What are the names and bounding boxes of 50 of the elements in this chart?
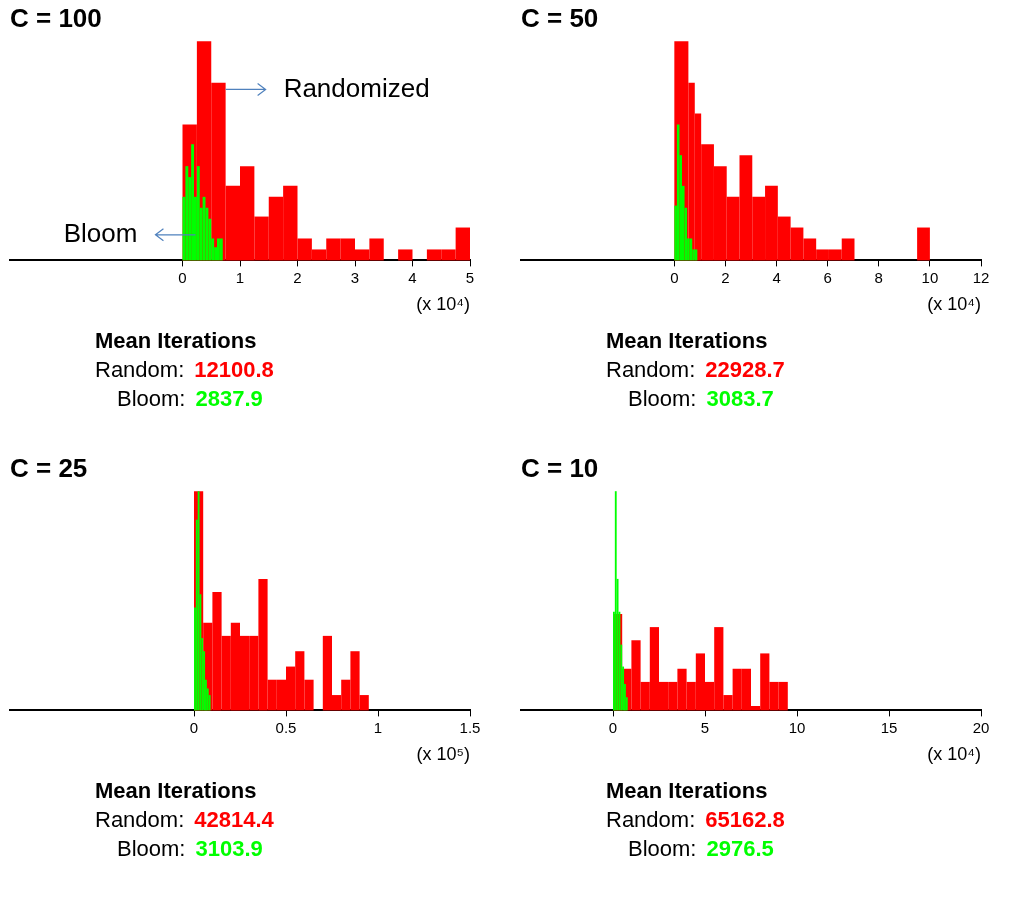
x-tick-label: 12	[972, 268, 990, 286]
x-tick-label: 8	[874, 268, 883, 286]
x-tick-label: 5	[700, 718, 710, 736]
x-tick-label: 20	[972, 718, 990, 736]
text: Bloom: 3103.9	[117, 836, 263, 861]
text: Random: 12100.8	[95, 357, 274, 382]
text: Bloom: 2976.5	[628, 836, 774, 861]
text: Random: 65162.8	[606, 807, 785, 832]
x-tick-label: 10	[788, 718, 806, 736]
x-tick-label: 1	[373, 718, 383, 736]
bar	[191, 144, 194, 261]
x-tick-label: 10	[921, 268, 939, 286]
text: Mean Iterations	[606, 327, 769, 355]
x-tick-label: 0.5	[275, 718, 297, 736]
annotation: Randomized	[283, 72, 430, 103]
bar	[196, 166, 200, 261]
x-tick-label: 0	[178, 268, 187, 286]
x-tick-label: 6	[823, 268, 832, 286]
chart-title: C = 50	[521, 2, 599, 33]
x-tick-label: 0	[670, 268, 679, 286]
x-tick-label: 1	[235, 268, 245, 286]
text: Mean Iterations	[95, 777, 258, 805]
x-tick-label: 5	[465, 268, 475, 286]
x-tick-label: 0	[189, 718, 199, 736]
chart-title: C = 100	[10, 2, 102, 33]
x-tick-label: 0	[608, 718, 618, 736]
annotation: Bloom	[63, 218, 138, 249]
text: Bloom: 2837.9	[117, 386, 263, 411]
text: Random: 22928.7	[606, 357, 785, 382]
bar	[185, 166, 189, 261]
x-tick-label: 1.5	[459, 718, 481, 736]
text: Bloom: 3083.7	[628, 386, 774, 411]
x-tick-label: 4	[772, 268, 781, 286]
x-axis-title: (x 10⁴)	[416, 294, 470, 315]
x-axis-title: (x 10⁴)	[927, 294, 981, 315]
bar	[202, 196, 206, 261]
chart-title: C = 25	[10, 452, 88, 483]
x-axis-title: (x 10⁵)	[416, 744, 470, 765]
x-tick-label: 3	[350, 268, 360, 286]
bar	[219, 238, 223, 261]
text: Mean Iterations	[95, 327, 258, 355]
x-tick-label: 4	[408, 268, 417, 286]
chart-title: C = 10	[521, 452, 599, 483]
x-tick-label: 2	[721, 268, 730, 286]
bar	[217, 238, 220, 261]
text: Random: 42814.4	[95, 807, 274, 832]
text: Mean Iterations	[606, 777, 769, 805]
x-axis-title: (x 10⁴)	[927, 744, 981, 765]
x-tick-label: 2	[293, 268, 302, 286]
x-tick-label: 15	[880, 718, 898, 736]
